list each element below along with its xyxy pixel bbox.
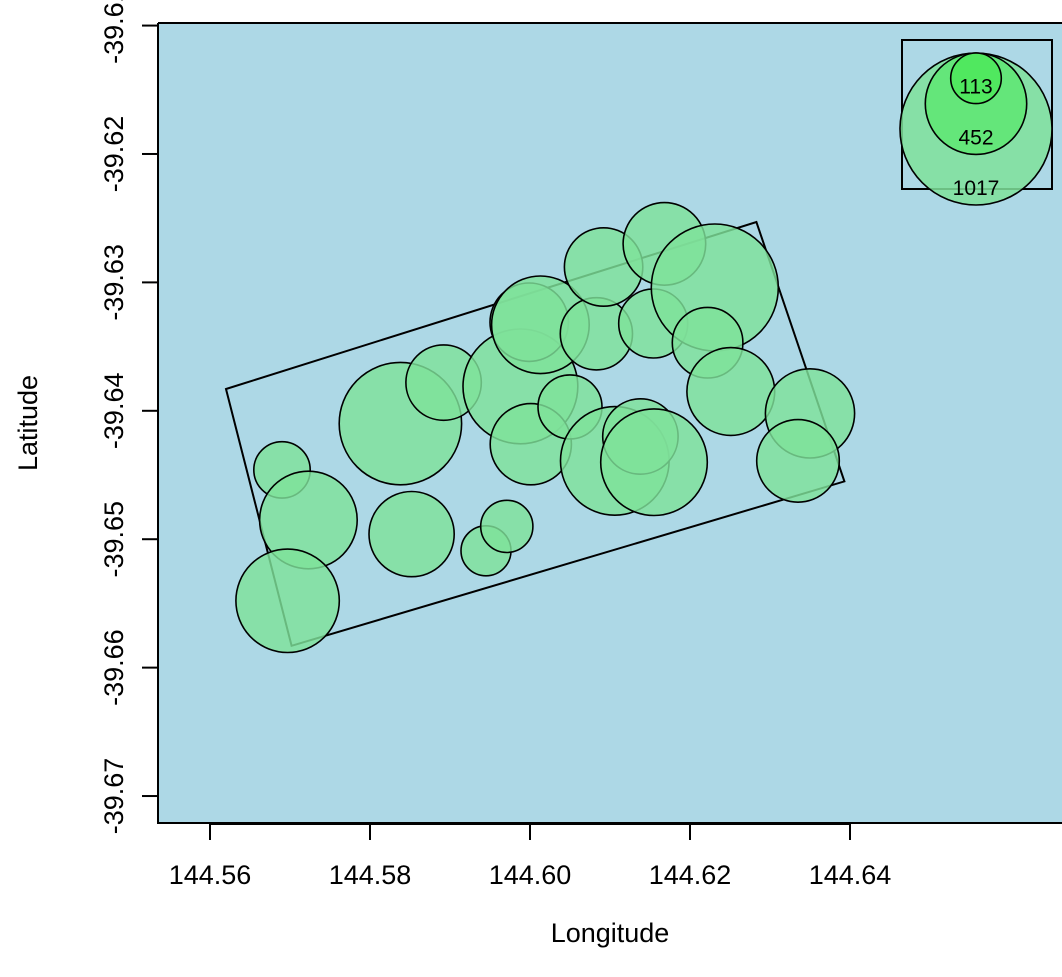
data-bubble bbox=[368, 490, 455, 578]
data-bubble bbox=[755, 418, 841, 504]
x-axis-title: Longitude bbox=[551, 918, 670, 948]
y-tick-label: -39.67 bbox=[99, 758, 129, 835]
data-bubble bbox=[686, 346, 776, 437]
y-tick-label: -39.62 bbox=[99, 116, 129, 193]
x-tick-label: 144.60 bbox=[489, 860, 572, 890]
x-tick-label: 144.62 bbox=[649, 860, 732, 890]
y-tick-label: -39.64 bbox=[99, 373, 129, 450]
data-bubble bbox=[479, 499, 534, 554]
y-tick-label: -39.63 bbox=[99, 244, 129, 321]
bubbles-layer bbox=[235, 201, 856, 654]
y-tick-label: -39.66 bbox=[99, 629, 129, 706]
data-bubble bbox=[599, 408, 709, 517]
x-axis: 144.56 144.58 144.60 144.62 144.64 bbox=[169, 823, 892, 890]
y-axis: -39.61 -39.62 -39.63 -39.64 -39.65 -39.66 -39.… bbox=[99, 0, 159, 835]
legend-circle bbox=[949, 52, 1003, 105]
x-tick-label: 144.58 bbox=[329, 860, 412, 890]
legend-label: 113 bbox=[959, 76, 992, 99]
legend-label: 1017 bbox=[953, 177, 1000, 200]
legend-label: 452 bbox=[958, 126, 993, 149]
y-tick-label: -39.61 bbox=[99, 0, 129, 64]
data-bubble bbox=[235, 548, 341, 654]
y-axis-title: Latitude bbox=[13, 375, 43, 471]
x-tick-label: 144.56 bbox=[169, 860, 252, 890]
size-legend: 113 452 1017 bbox=[899, 39, 1053, 206]
x-tick-label: 144.64 bbox=[809, 860, 892, 890]
y-tick-label: -39.65 bbox=[99, 501, 129, 578]
